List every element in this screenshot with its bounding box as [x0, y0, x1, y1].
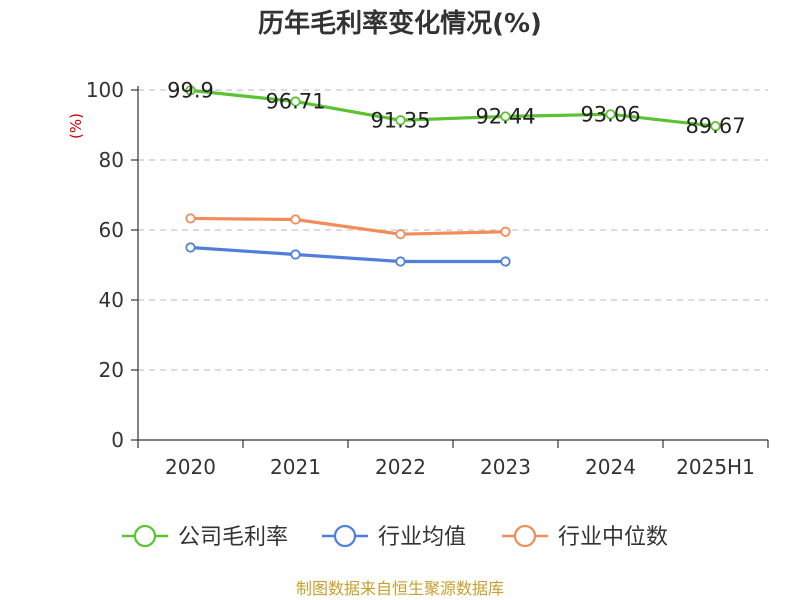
x-tick-label-2025H1: 2025H1 [676, 455, 755, 479]
data-point [395, 115, 406, 126]
legend: 公司毛利率 行业均值 行业中位数 [122, 524, 668, 550]
data-point [395, 256, 406, 267]
legend-marker-0 [133, 524, 157, 548]
series-line-0 [188, 88, 718, 128]
data-point [500, 111, 511, 122]
x-tick-label-2021: 2021 [270, 455, 321, 479]
y-tick-label-40: 40 [99, 288, 124, 312]
chart-title: 历年毛利率变化情况(%) [258, 8, 542, 39]
y-tick-label-80: 80 [99, 148, 124, 172]
data-point [605, 109, 616, 120]
y-tick-label-60: 60 [99, 218, 124, 242]
y-tick-label-0: 0 [111, 428, 124, 452]
y-tick-label-100: 100 [86, 78, 124, 102]
data-label: 89.67 [685, 114, 745, 138]
y-axis-unit-label: (%) [67, 113, 85, 139]
legend-label-1: 行业均值 [378, 525, 466, 550]
data-point [290, 96, 301, 107]
data-point [185, 85, 196, 96]
source-note: 制图数据来自恒生聚源数据库 [296, 579, 504, 598]
data-point [500, 256, 511, 267]
data-point [185, 242, 196, 253]
data-point [500, 226, 511, 237]
series-line-2 [188, 216, 508, 236]
x-tick-label-2022: 2022 [375, 455, 426, 479]
data-point [710, 121, 721, 132]
data-label: 93.06 [580, 102, 640, 126]
legend-marker-1 [333, 524, 357, 548]
data-label: 91.35 [370, 108, 430, 132]
data-label: 99.9 [167, 78, 214, 102]
y-tick-label-20: 20 [99, 358, 124, 382]
data-point [395, 229, 406, 240]
x-tick-label-2024: 2024 [585, 455, 636, 479]
series-line-1 [188, 245, 508, 264]
series-layer: 99.9 96.71 91.35 92.44 93.06 89.67 [167, 78, 746, 267]
gridlines [138, 89, 768, 371]
legend-label-2: 行业中位数 [558, 525, 668, 550]
data-label: 96.71 [265, 90, 325, 114]
x-tick-label-2023: 2023 [480, 455, 531, 479]
legend-label-0: 公司毛利率 [178, 525, 288, 550]
data-point [290, 214, 301, 225]
data-point [185, 213, 196, 224]
data-label: 92.44 [475, 104, 535, 128]
x-tick-label-2020: 2020 [165, 455, 216, 479]
data-point [290, 249, 301, 260]
legend-marker-2 [513, 524, 537, 548]
axes: 0 20 40 60 80 100 2020 2021 2022 2023 2024 2025H1 [86, 78, 769, 479]
